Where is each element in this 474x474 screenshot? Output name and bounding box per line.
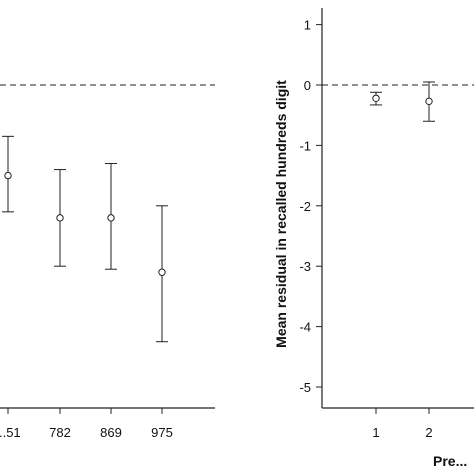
left-x-tick-label: 869 (100, 425, 122, 440)
left-x-tick-label: 782 (49, 425, 71, 440)
right-y-tick-label: 0 (304, 78, 311, 93)
right-y-ticks: 1 0 -1 -2 -3 -4 -5 (299, 18, 322, 395)
right-errorbar-0 (370, 91, 382, 106)
left-mean-point (4, 171, 12, 180)
left-errorbar-1 (54, 169, 66, 267)
left-data-marks (2, 135, 168, 343)
right-y-tick-label: 1 (304, 18, 311, 33)
right-errorbar-1 (423, 81, 435, 122)
right-x-tick-label: 2 (425, 425, 432, 440)
right-mean-point (372, 94, 380, 102)
right-data-marks (370, 81, 435, 122)
right-y-tick-label: -1 (299, 138, 311, 153)
left-x-ticks: ...51 782 869 975 (0, 408, 173, 440)
right-y-tick-label: -5 (299, 380, 311, 395)
left-x-tick-label: 975 (151, 425, 173, 440)
right-y-tick-label: -3 (299, 259, 311, 274)
left-errorbar-3 (156, 205, 168, 343)
right-mean-point (425, 97, 433, 106)
left-chart-panel: ...51 782 869 975 (0, 84, 215, 440)
left-errorbar-0 (2, 135, 14, 213)
right-y-tick-label: -4 (299, 320, 311, 335)
right-x-axis-title: Pre... (433, 453, 467, 469)
left-mean-point (107, 214, 115, 222)
left-errorbar-2 (105, 163, 117, 270)
left-mean-point (56, 214, 64, 222)
right-y-axis-title: Mean residual in recalled hundreds digit (273, 80, 289, 348)
left-mean-point (158, 268, 166, 276)
right-y-tick-label: -2 (299, 199, 311, 214)
right-x-tick-label: 1 (372, 425, 379, 440)
left-x-tick-label: ...51 (0, 425, 21, 440)
